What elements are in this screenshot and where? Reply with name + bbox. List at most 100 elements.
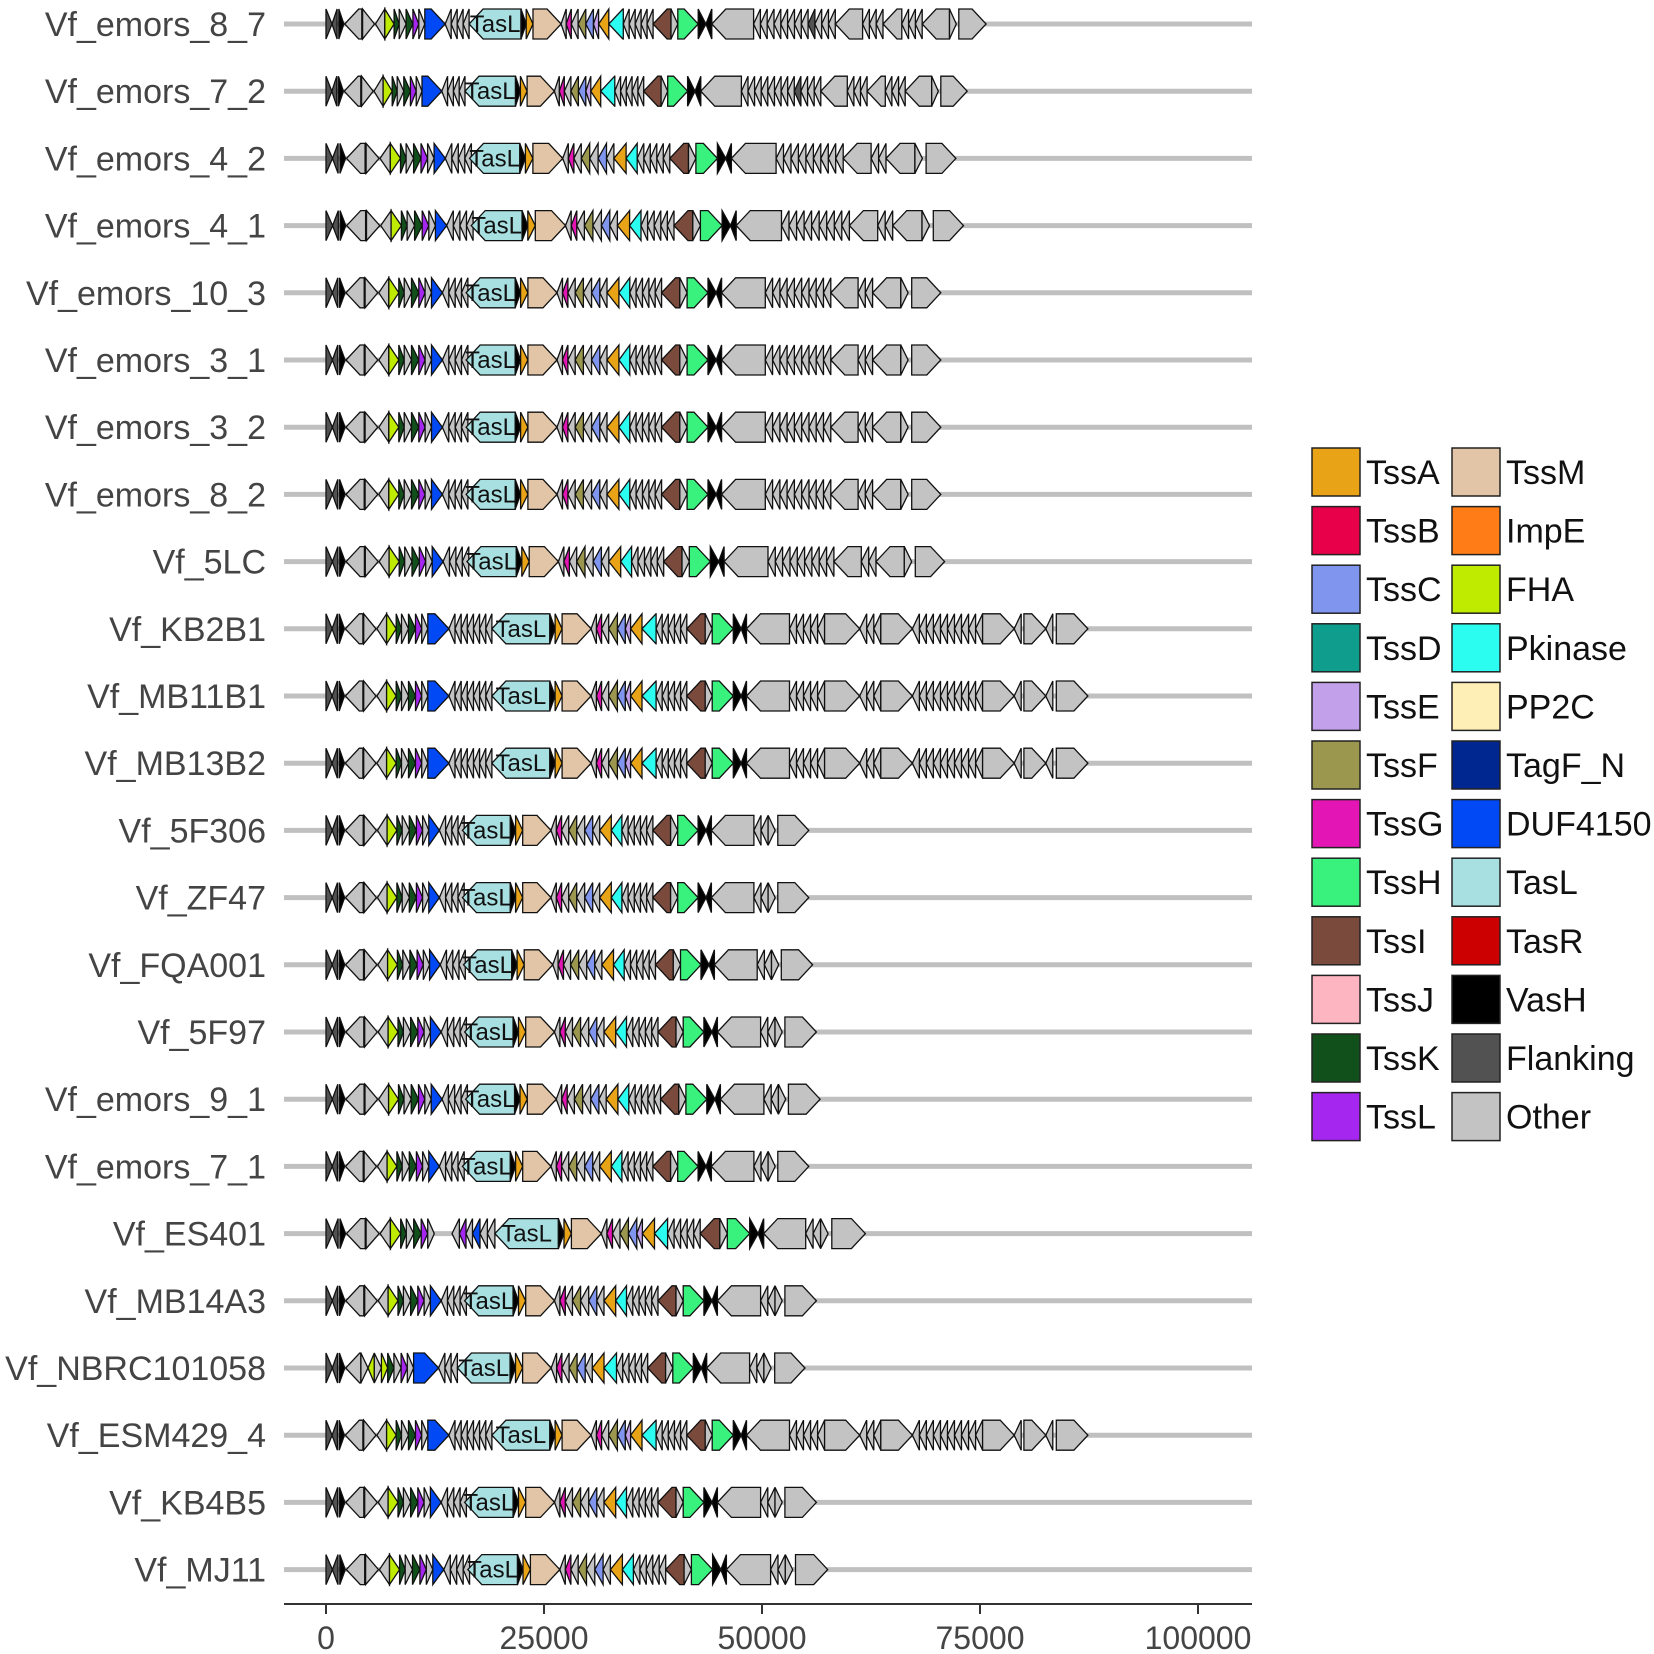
gene-arrow [577, 1552, 588, 1588]
legend-label: TssG [1366, 806, 1443, 844]
gene-arrow [873, 680, 882, 712]
gene-arrow [377, 1485, 389, 1520]
gene-arrow [699, 209, 723, 242]
gene-arrow [967, 747, 977, 779]
gene-arrow [598, 1149, 612, 1184]
gene-arrow [788, 210, 798, 241]
gene-label: TasL [465, 78, 516, 105]
gene-arrow [767, 815, 776, 846]
gene-arrow [521, 546, 530, 577]
gene-arrow [825, 546, 835, 577]
gene-arrow [732, 680, 742, 712]
gene-arrow [380, 1352, 389, 1384]
gene-arrow [891, 75, 900, 107]
gene-arrow [857, 479, 866, 510]
gene-arrow [445, 949, 454, 981]
gene-arrow [673, 747, 682, 779]
gene-arrow [408, 1151, 418, 1182]
gene-arrow [628, 1352, 636, 1384]
gene-arrow [756, 1352, 765, 1384]
gene-arrow [723, 545, 769, 578]
gene-label: TasL [464, 1288, 515, 1315]
track-row: Vf_emors_9_1 TasL [45, 1081, 1252, 1119]
gene-arrow [617, 1082, 630, 1117]
gene-arrow [430, 275, 444, 310]
gene-arrow [640, 1352, 649, 1384]
gene-arrow [442, 546, 451, 577]
gene-arrow [610, 813, 623, 848]
gene-arrow [437, 1352, 446, 1384]
gene-arrow [615, 1352, 624, 1384]
gene-arrow [363, 679, 377, 713]
gene-arrow [609, 210, 619, 241]
gene-arrow [363, 880, 378, 915]
gene-arrow [331, 411, 339, 443]
gene-arrow [771, 479, 781, 510]
gene-arrow [379, 141, 391, 176]
x-axis: 0 25000 50000 75000 100000 [284, 1603, 1252, 1654]
gene-arrow [625, 1487, 634, 1518]
gene-arrow [646, 8, 654, 40]
gene-arrow [657, 1285, 677, 1317]
track-row: Vf_emors_3_2 TasL [45, 409, 1252, 447]
gene-arrow [421, 882, 430, 913]
gene-arrow [759, 8, 768, 40]
gene-arrow [679, 680, 688, 712]
gene-arrow [607, 678, 619, 714]
gene-arrow [641, 479, 650, 510]
gene-arrow [596, 1285, 605, 1317]
gene-arrow [766, 8, 775, 40]
gene-arrow [666, 210, 675, 241]
gene-arrow [981, 613, 1016, 645]
gene-arrow [811, 546, 820, 577]
gene-arrow [519, 344, 529, 376]
gene-arrow [781, 546, 791, 577]
gene-arrow [421, 1151, 430, 1182]
gene-arrow [453, 1285, 461, 1317]
gene-arrow [656, 546, 665, 577]
gene-arrow [325, 546, 334, 577]
gene-arrow [587, 1016, 598, 1048]
gene-arrow [338, 949, 346, 981]
gene-arrow [567, 1151, 578, 1182]
gene-arrow [364, 410, 379, 444]
track-label: Vf_MJ11 [134, 1552, 266, 1590]
gene-arrow [410, 277, 420, 309]
gene-arrow [567, 882, 578, 913]
gene-arrow [822, 344, 832, 376]
gene-arrow [561, 411, 569, 443]
gene-arrow [716, 140, 727, 176]
gene-arrow [550, 1352, 558, 1384]
gene-arrow [669, 815, 679, 846]
gene-arrow [720, 344, 766, 376]
gene-arrow [802, 747, 812, 779]
gene-arrow [623, 949, 632, 981]
x-tick-label: 25000 [500, 1620, 589, 1654]
gene-arrow [556, 479, 564, 510]
gene-arrow [417, 1083, 426, 1115]
gene-arrow [409, 949, 418, 981]
gene-arrow [519, 143, 527, 174]
gene-arrow [858, 613, 868, 645]
legend-swatch [1311, 447, 1361, 497]
gene-arrow [633, 1151, 642, 1182]
gene-arrow [760, 75, 769, 107]
gene-arrow [946, 747, 956, 779]
gene-arrow [579, 1487, 590, 1518]
legend-swatch [1451, 1091, 1501, 1142]
gene-arrow [981, 747, 1016, 779]
gene-arrow [767, 882, 776, 913]
gene-arrow [587, 1285, 598, 1317]
gene-arrow [846, 75, 855, 107]
gene-arrow [331, 747, 339, 779]
gene-arrow [338, 882, 346, 913]
gene-arrow [570, 8, 579, 40]
gene-arrow [398, 479, 405, 510]
gene-arrow [396, 75, 405, 107]
gene-arrow [774, 1016, 783, 1048]
gene-arrow [427, 1419, 450, 1451]
gene-arrow [713, 949, 758, 981]
gene-arrow [679, 949, 702, 981]
gene-arrow [391, 75, 398, 107]
gene-arrow [797, 143, 807, 174]
